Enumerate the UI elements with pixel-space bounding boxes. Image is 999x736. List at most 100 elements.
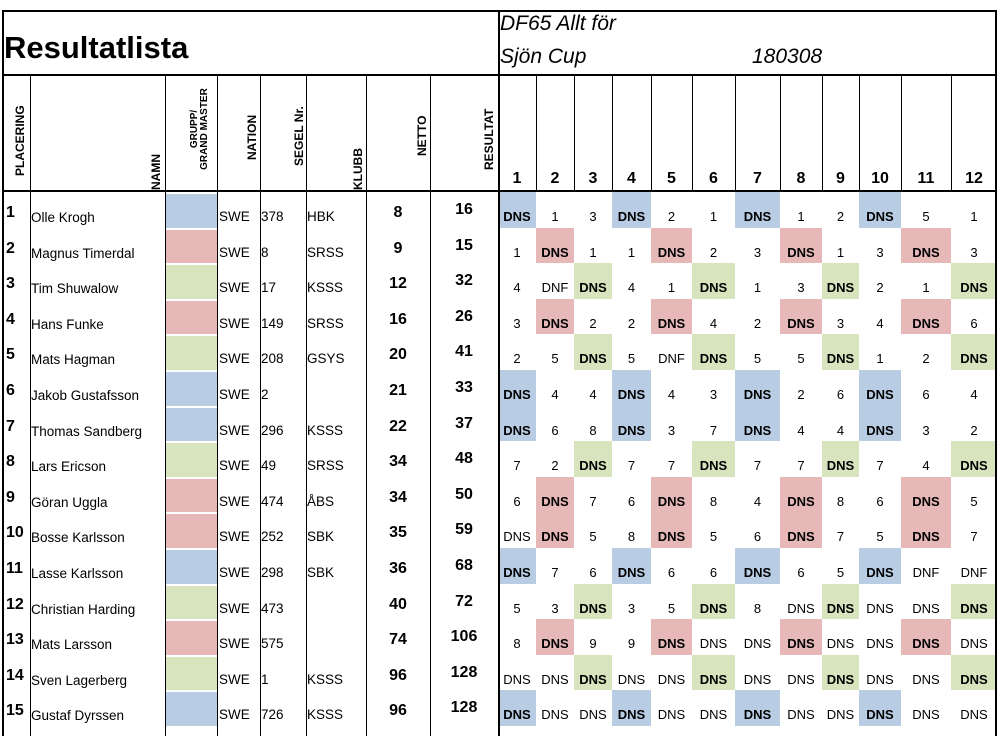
race-cell: 6 (836, 387, 845, 402)
race-cell-shade (692, 263, 735, 299)
race-divider-10 (951, 76, 952, 192)
race-cell: DNS (699, 600, 728, 616)
name-cell: Jakob Gustafsson (31, 388, 140, 403)
race-cell: DNS (787, 493, 815, 509)
nation-cell: SWE (219, 565, 250, 580)
race-cell: 5 (970, 493, 978, 509)
race-cell: 2 (627, 315, 636, 331)
result-cell: 106 (450, 628, 478, 646)
netto-cell: 40 (389, 595, 407, 613)
event-title-line1: DF65 Allt för (500, 12, 616, 35)
table-row: 5 Mats Hagman SWE 208 GSYS 20 41 2 5 DNS 5 DNF DNS 5 5… (0, 334, 999, 370)
race-cell-shade (651, 619, 692, 655)
race-cell: 4 (627, 280, 636, 296)
race-divider-5 (735, 76, 736, 192)
placering-cell: 3 (6, 275, 15, 293)
sail-number-cell: 2 (261, 387, 269, 402)
race-cell-shade (536, 619, 574, 655)
header-placering: PLACERING (13, 105, 27, 176)
race-cell: 4 (836, 422, 845, 438)
table-row: 4 Hans Funke SWE 149 SRSS 16 26 3 DNS 2 2 DNS 4 2 DNS 3… (0, 298, 999, 335)
race-cell: DNS (579, 280, 607, 296)
race-cell: DNS (743, 636, 772, 652)
name-cell: Sven Lagerberg (31, 672, 128, 688)
name-cell: Magnus Timerdal (31, 245, 135, 261)
table-row: 10 Bosse Karlsson SWE 252 SBK 35 59 DNS DNS 5 8 DNS… (0, 512, 999, 548)
race-cell: 3 (876, 244, 884, 260)
race-cell: 4 (876, 315, 884, 331)
race-cell: DNS (826, 280, 855, 296)
race-cell: DNS (866, 565, 894, 580)
nation-cell: SWE (219, 600, 250, 616)
nation-cell: SWE (219, 351, 250, 367)
race-cell-shade (951, 583, 997, 620)
placering-cell: 5 (6, 346, 15, 364)
race-cell-shade (498, 370, 536, 406)
placering-cell: 15 (6, 702, 24, 720)
header-resultat: RESULTAT (482, 108, 496, 170)
race-cell-shade (498, 548, 536, 584)
race-cell: 1 (627, 244, 636, 260)
race-cell: DNS (787, 600, 815, 616)
race-cell-shade (536, 298, 574, 335)
race-cell: DNS (787, 529, 815, 545)
race-cell-shade (780, 298, 822, 335)
race-cell-shade (859, 690, 901, 726)
race-cell-shade (735, 192, 780, 228)
race-cell: DNS (912, 315, 940, 331)
race-cell-shade (574, 441, 612, 477)
result-cell: 33 (455, 379, 473, 396)
race-cell: 2 (551, 458, 559, 474)
race-cell-shade (951, 334, 997, 370)
race-cell: 2 (876, 280, 884, 296)
race-header-4: 4 (627, 170, 636, 187)
race-cell: DNS (912, 600, 940, 616)
col-divider-6 (430, 76, 431, 736)
race-divider-7 (822, 76, 823, 192)
race-cell: 7 (797, 458, 805, 474)
race-cell: 4 (667, 387, 676, 402)
race-cell: DNS (617, 565, 646, 580)
sail-number-cell: 49 (261, 458, 277, 474)
netto-cell: 20 (389, 346, 407, 364)
race-cell: DNS (866, 600, 894, 616)
race-cell-shade (735, 370, 780, 406)
race-cell: DNS (912, 529, 940, 545)
result-cell: 59 (455, 521, 473, 539)
group-swatch (166, 550, 217, 584)
race-cell: 1 (797, 209, 805, 224)
race-cell: DNS (866, 387, 894, 402)
race-cell: DNS (541, 493, 569, 509)
race-cell: 8 (836, 493, 845, 509)
club-cell: KSSS (307, 707, 344, 723)
race-cell: 1 (876, 351, 884, 367)
race-cell: 3 (513, 315, 521, 331)
race-cell: 4 (970, 387, 978, 402)
name-cell: Gustaf Dyrssen (31, 708, 125, 724)
race-divider-9 (901, 76, 902, 192)
placering-cell: 13 (6, 631, 24, 649)
sail-number-cell: 726 (261, 707, 284, 723)
col-divider-5 (366, 76, 367, 736)
race-cell: DNS (541, 529, 569, 545)
race-header-5: 5 (667, 170, 676, 187)
race-cell-shade (951, 263, 997, 299)
placering-cell: 7 (6, 417, 15, 435)
netto-cell: 34 (389, 453, 407, 471)
race-header-12: 12 (965, 170, 983, 187)
race-cell: 1 (551, 209, 559, 224)
result-cell: 68 (455, 557, 473, 574)
table-row: 7 Thomas Sandberg SWE 296 KSSS 22 37 DNS 6 8 DNS 3 7… (0, 405, 999, 442)
race-cell: DNS (912, 707, 940, 723)
race-cell: 5 (551, 351, 559, 367)
race-cell-shade (536, 227, 574, 264)
club-cell: KSSS (307, 422, 344, 438)
race-cell-shade (692, 441, 735, 477)
sail-number-cell: 575 (261, 636, 284, 652)
race-cell: 8 (709, 493, 718, 509)
group-swatch (166, 514, 217, 548)
col-divider-3 (260, 76, 261, 736)
race-cell-shade (780, 512, 822, 548)
race-cell-shade (498, 405, 536, 442)
race-cell: 7 (551, 565, 559, 580)
